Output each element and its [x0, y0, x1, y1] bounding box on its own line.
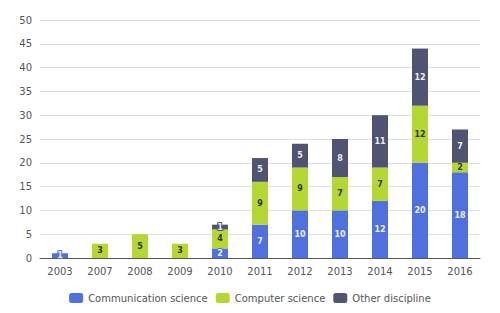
- svg-text:Computer science: Computer science: [235, 293, 326, 304]
- svg-text:12: 12: [414, 130, 425, 139]
- svg-text:25: 25: [19, 134, 32, 145]
- svg-text:7: 7: [457, 142, 463, 151]
- svg-text:0: 0: [26, 253, 32, 264]
- svg-text:2008: 2008: [127, 266, 152, 277]
- svg-text:2015: 2015: [407, 266, 432, 277]
- svg-text:2: 2: [457, 163, 463, 172]
- svg-text:2003: 2003: [47, 266, 72, 277]
- svg-text:9: 9: [297, 184, 303, 193]
- svg-text:10: 10: [19, 205, 32, 216]
- svg-text:18: 18: [454, 211, 466, 220]
- svg-text:7: 7: [377, 180, 383, 189]
- svg-text:3: 3: [97, 246, 103, 255]
- svg-text:Other discipline: Other discipline: [352, 293, 431, 304]
- svg-text:8: 8: [337, 154, 343, 163]
- svg-text:2007: 2007: [87, 266, 112, 277]
- svg-text:2012: 2012: [287, 266, 312, 277]
- svg-text:7: 7: [257, 237, 263, 246]
- svg-text:40: 40: [19, 62, 32, 73]
- svg-text:35: 35: [19, 86, 32, 97]
- svg-text:Communication science: Communication science: [88, 293, 208, 304]
- svg-text:3: 3: [177, 246, 183, 255]
- svg-text:5: 5: [26, 229, 32, 240]
- svg-text:2013: 2013: [327, 266, 352, 277]
- svg-text:10: 10: [334, 230, 346, 239]
- svg-text:1: 1: [217, 223, 223, 232]
- svg-text:4: 4: [217, 234, 223, 243]
- svg-text:12: 12: [374, 225, 385, 234]
- svg-text:50: 50: [19, 15, 32, 26]
- svg-text:2011: 2011: [247, 266, 272, 277]
- svg-text:1: 1: [57, 251, 63, 260]
- svg-text:9: 9: [257, 199, 263, 208]
- svg-text:45: 45: [19, 38, 32, 49]
- svg-text:7: 7: [337, 189, 343, 198]
- svg-text:11: 11: [374, 137, 386, 146]
- svg-text:2014: 2014: [367, 266, 392, 277]
- svg-text:15: 15: [19, 181, 32, 192]
- svg-text:12: 12: [414, 73, 425, 82]
- svg-text:20: 20: [19, 157, 32, 168]
- svg-text:2009: 2009: [167, 266, 192, 277]
- svg-text:5: 5: [257, 165, 263, 174]
- svg-text:10: 10: [294, 230, 306, 239]
- svg-text:2010: 2010: [207, 266, 232, 277]
- svg-text:20: 20: [414, 206, 426, 215]
- svg-text:5: 5: [297, 151, 303, 160]
- svg-text:2: 2: [217, 249, 223, 258]
- svg-text:5: 5: [137, 242, 143, 251]
- svg-text:30: 30: [19, 110, 32, 121]
- svg-text:2016: 2016: [447, 266, 472, 277]
